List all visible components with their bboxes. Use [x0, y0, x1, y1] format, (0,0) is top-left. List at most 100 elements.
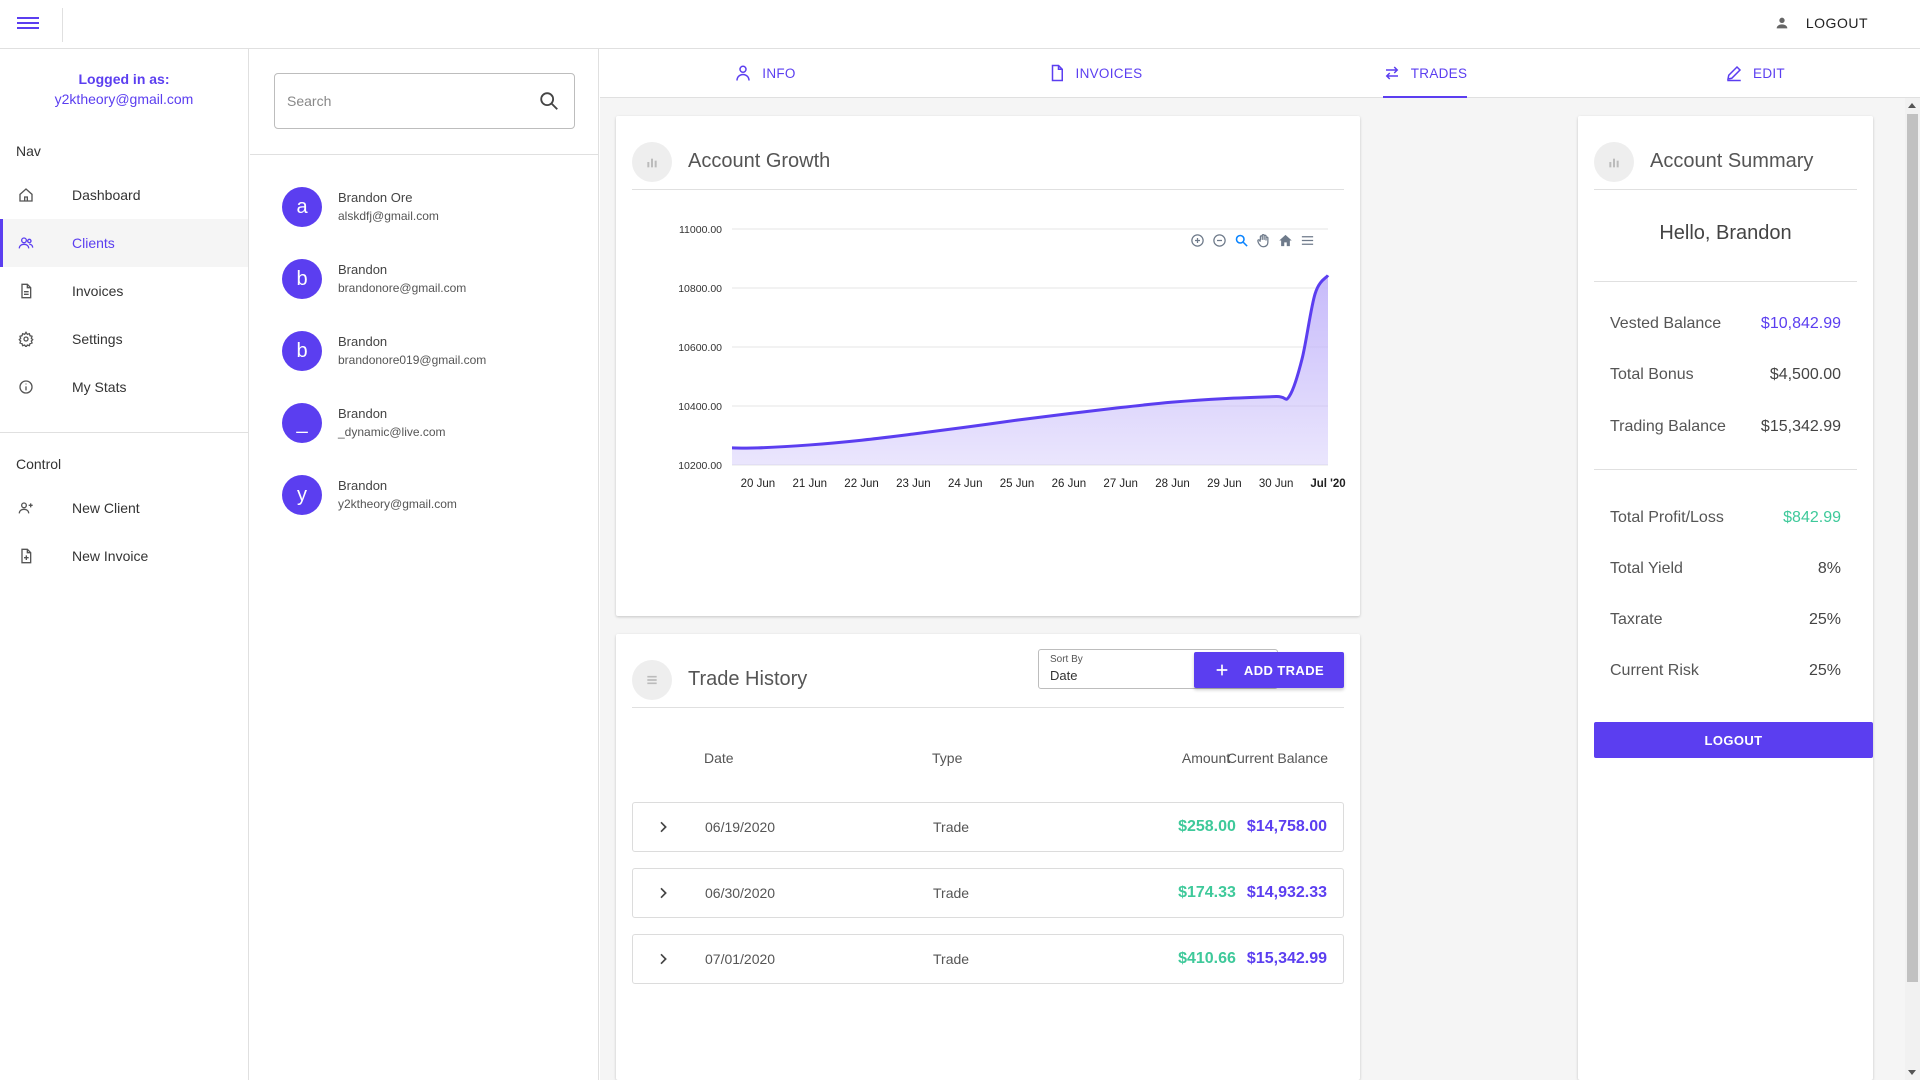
- summary-logout-button[interactable]: LOGOUT: [1594, 722, 1873, 758]
- summary-value: $4,500.00: [1769, 366, 1841, 383]
- sidebar-item-settings[interactable]: Settings: [0, 315, 248, 363]
- summary-label: Current Risk: [1610, 662, 1699, 679]
- add-trade-button[interactable]: ADD TRADE: [1194, 652, 1344, 688]
- person-icon: [736, 65, 751, 81]
- search-input[interactable]: [275, 74, 515, 128]
- chart-menu-icon[interactable]: [1299, 232, 1316, 249]
- summary-row-total-bonus: Total Bonus $4,500.00: [1610, 363, 1857, 387]
- x-tick-label: 23 Jun: [896, 478, 931, 490]
- avatar: b: [282, 259, 322, 299]
- client-email: alskdfj@gmail.com: [338, 209, 439, 223]
- sidebar-item-clients[interactable]: Clients: [0, 219, 248, 267]
- tab-label: INVOICES: [1075, 65, 1143, 81]
- trade-type: Trade: [933, 819, 970, 835]
- sidebar-item-label: Invoices: [72, 283, 124, 299]
- client-name: Brandon: [338, 334, 388, 349]
- summary-row-profit-loss: Total Profit/Loss $842.99: [1610, 506, 1857, 530]
- scroll-down-arrow-icon[interactable]: [1908, 1070, 1916, 1075]
- tab-label: TRADES: [1410, 65, 1468, 81]
- client-list-item[interactable]: _ Brandon _dynamic@live.com: [250, 387, 599, 459]
- hamburger-menu-icon[interactable]: [17, 14, 39, 34]
- card-header: Account Summary: [1594, 134, 1857, 190]
- zoom-select-icon[interactable]: [1233, 232, 1250, 249]
- control-list: New Client New Invoice: [0, 484, 248, 580]
- page-scrollbar[interactable]: [1905, 98, 1920, 1080]
- clients-divider: [250, 154, 599, 155]
- table-row[interactable]: 06/19/2020 Trade $258.00 $14,758.00: [632, 802, 1344, 852]
- client-list-item[interactable]: b Brandon brandonore019@gmail.com: [250, 315, 599, 387]
- sidebar-item-dashboard[interactable]: Dashboard: [0, 171, 248, 219]
- scroll-up-arrow-icon[interactable]: [1908, 103, 1916, 108]
- client-list-panel: a Brandon Ore alskdfj@gmail.com b Brandon…: [250, 49, 599, 1080]
- sidebar-item-label: New Invoice: [72, 548, 149, 564]
- client-email: brandonore@gmail.com: [338, 281, 467, 295]
- scroll-thumb[interactable]: [1907, 114, 1918, 982]
- column-header-amount: Amount: [1181, 750, 1231, 766]
- summary-divider: [1594, 281, 1857, 282]
- sidebar-item-new-invoice[interactable]: New Invoice: [0, 532, 248, 580]
- zoom-in-icon[interactable]: [1189, 232, 1206, 249]
- summary-value: 25%: [1808, 611, 1841, 628]
- bar-chart-icon: [1594, 141, 1634, 182]
- x-tick-label: 26 Jun: [1052, 478, 1087, 490]
- add-trade-label: ADD TRADE: [1243, 662, 1325, 678]
- chevron-right-icon[interactable]: [655, 885, 671, 901]
- sort-by-label: Sort By: [1050, 654, 1083, 665]
- client-list: a Brandon Ore alskdfj@gmail.com b Brandon…: [250, 171, 599, 531]
- trade-date: 06/19/2020: [705, 819, 776, 835]
- plus-icon: [1216, 664, 1228, 676]
- avatar: y: [282, 475, 322, 515]
- search-field: [274, 73, 575, 129]
- top-logout-button[interactable]: LOGOUT: [1774, 15, 1868, 31]
- client-list-item[interactable]: a Brandon Ore alskdfj@gmail.com: [250, 171, 599, 243]
- client-name: Brandon: [338, 262, 388, 277]
- client-list-item[interactable]: b Brandon brandonore@gmail.com: [250, 243, 599, 315]
- table-row[interactable]: 07/01/2020 Trade $410.66 $15,342.99: [632, 934, 1344, 984]
- tab-trades[interactable]: TRADES: [1260, 49, 1590, 97]
- trade-type: Trade: [933, 951, 970, 967]
- account-growth-chart: 11000.00 10800.00 10600.00 10400.00 10200.00…: [678, 224, 1345, 490]
- search-icon[interactable]: [538, 90, 560, 112]
- sidebar-item-new-client[interactable]: New Client: [0, 484, 248, 532]
- sidebar-item-my-stats[interactable]: My Stats: [0, 363, 248, 411]
- account-growth-card: Account Growth 11000.00 10800.00 10600.00 1…: [616, 116, 1360, 616]
- top-app-bar: LOGOUT: [0, 0, 1920, 49]
- sidebar-divider: [0, 432, 248, 433]
- y-tick-label: 11000.00: [679, 224, 722, 236]
- client-list-item[interactable]: y Brandon y2ktheory@gmail.com: [250, 459, 599, 531]
- top-logout-label: LOGOUT: [1805, 15, 1868, 31]
- trade-amount: $410.66: [1178, 950, 1236, 967]
- tab-info[interactable]: INFO: [600, 49, 930, 97]
- avatar: _: [282, 403, 322, 443]
- chevron-right-icon[interactable]: [655, 819, 671, 835]
- reset-home-icon[interactable]: [1277, 232, 1294, 249]
- x-tick-label: 24 Jun: [948, 478, 983, 490]
- pan-hand-icon[interactable]: [1255, 232, 1272, 249]
- tab-label: EDIT: [1753, 65, 1785, 81]
- tab-invoices[interactable]: INVOICES: [930, 49, 1260, 97]
- zoom-out-icon[interactable]: [1211, 232, 1228, 249]
- tab-edit[interactable]: EDIT: [1590, 49, 1920, 97]
- client-name: Brandon: [338, 406, 388, 421]
- topbar-divider: [62, 8, 63, 42]
- x-tick-label: 21 Jun: [792, 478, 827, 490]
- tab-bar: INFO INVOICES TRADES EDIT: [600, 49, 1920, 98]
- info-icon: [16, 377, 36, 397]
- summary-value: $842.99: [1783, 509, 1841, 526]
- swap-arrows-icon: [1385, 66, 1399, 80]
- nav-list: Dashboard Clients Invoices Settings My S…: [0, 171, 248, 411]
- client-email: _dynamic@live.com: [338, 425, 446, 439]
- card-title: Account Growth: [688, 150, 831, 172]
- sidebar-item-label: New Client: [72, 500, 140, 516]
- trade-amount: $174.33: [1178, 884, 1236, 901]
- list-icon: [632, 659, 672, 700]
- sidebar-item-invoices[interactable]: Invoices: [0, 267, 248, 315]
- table-row[interactable]: 06/30/2020 Trade $174.33 $14,932.33: [632, 868, 1344, 918]
- trade-balance: $14,758.00: [1246, 818, 1327, 835]
- sidebar-item-label: My Stats: [72, 379, 127, 395]
- chevron-right-icon[interactable]: [655, 951, 671, 967]
- avatar: a: [282, 187, 322, 227]
- tab-label: INFO: [762, 65, 796, 81]
- summary-label: Vested Balance: [1610, 315, 1722, 332]
- logged-in-label: Logged in as:: [78, 71, 170, 87]
